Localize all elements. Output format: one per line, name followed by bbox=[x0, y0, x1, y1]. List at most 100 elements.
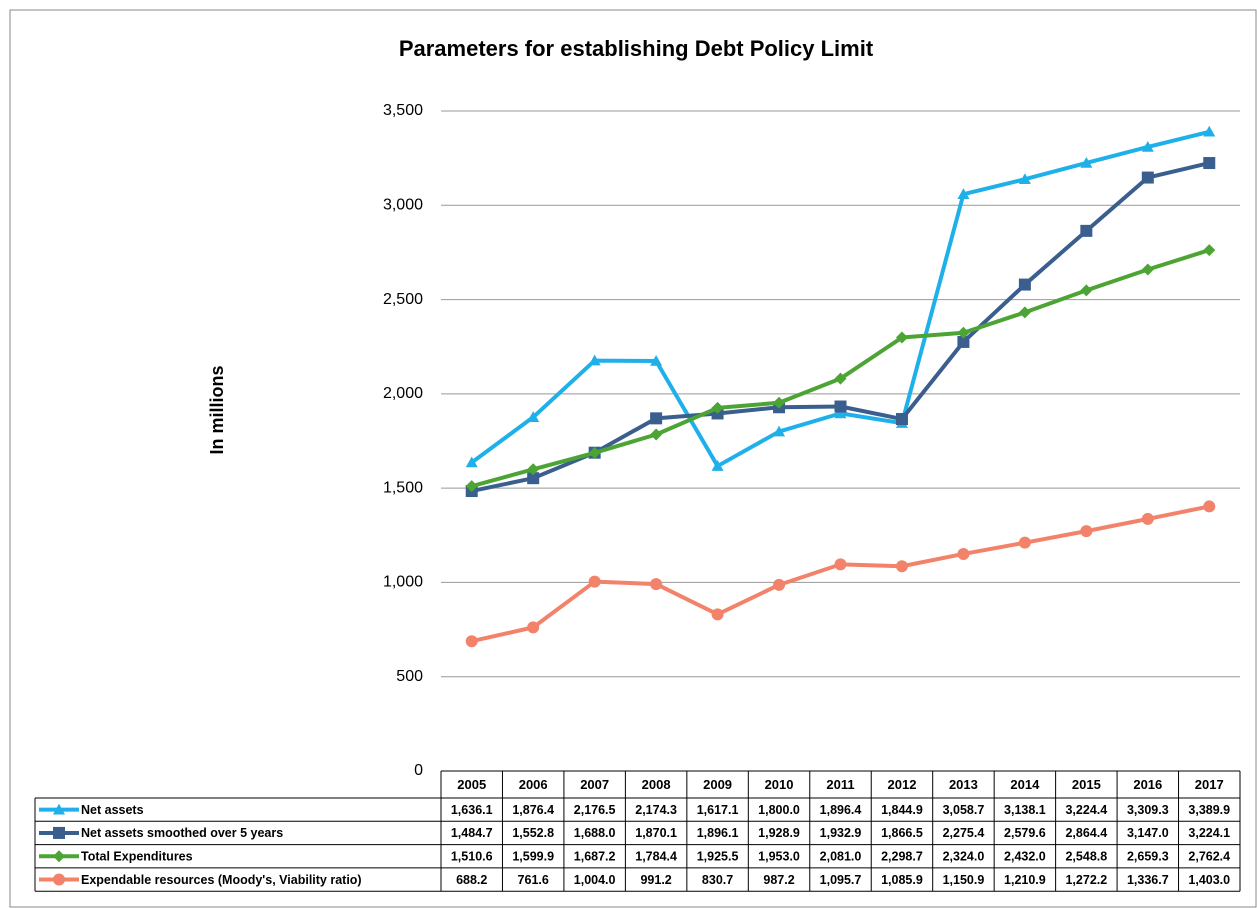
data-table-value: 761.6 bbox=[518, 873, 549, 887]
x-tick-label: 2011 bbox=[826, 777, 854, 792]
marker bbox=[957, 335, 970, 348]
y-tick-label: 0 bbox=[414, 762, 423, 779]
data-table-value: 1,095.7 bbox=[820, 873, 862, 887]
data-table-value: 1,552.8 bbox=[512, 826, 554, 840]
data-table-value: 2,432.0 bbox=[1004, 850, 1046, 864]
marker bbox=[650, 578, 663, 591]
marker bbox=[773, 578, 786, 591]
data-table-value: 3,309.3 bbox=[1127, 803, 1169, 817]
data-table-value: 3,138.1 bbox=[1004, 803, 1046, 817]
legend-label: Total Expenditures bbox=[81, 850, 193, 864]
marker bbox=[773, 396, 786, 409]
data-table-value: 2,762.4 bbox=[1188, 850, 1230, 864]
marker bbox=[1080, 156, 1093, 168]
marker bbox=[650, 354, 663, 366]
data-table-value: 1,876.4 bbox=[512, 803, 554, 817]
marker bbox=[527, 411, 540, 422]
data-table-value: 2,864.4 bbox=[1065, 826, 1107, 840]
marker bbox=[527, 621, 540, 634]
x-tick-label: 2007 bbox=[580, 777, 609, 792]
y-tick-label: 3,000 bbox=[383, 197, 423, 214]
marker bbox=[1080, 284, 1093, 297]
y-tick-label: 1,000 bbox=[383, 574, 423, 591]
x-tick-label: 2012 bbox=[888, 777, 917, 792]
marker bbox=[773, 425, 786, 437]
legend-label: Expendable resources (Moody's, Viability… bbox=[81, 873, 362, 887]
data-table-value: 1,403.0 bbox=[1188, 873, 1230, 887]
data-table-value: 688.2 bbox=[456, 873, 487, 887]
marker bbox=[650, 428, 663, 441]
marker bbox=[834, 407, 847, 419]
legend-label: Net assets smoothed over 5 years bbox=[81, 826, 283, 840]
marker bbox=[588, 354, 601, 366]
legend-marker bbox=[53, 873, 65, 886]
data-table-value: 2,081.0 bbox=[820, 850, 862, 864]
x-tick-label: 2015 bbox=[1072, 777, 1101, 792]
data-table-value: 1,896.1 bbox=[697, 826, 739, 840]
marker bbox=[1203, 244, 1216, 257]
marker bbox=[465, 480, 478, 493]
data-table-value: 1,336.7 bbox=[1127, 873, 1169, 887]
data-table-value: 1,272.2 bbox=[1065, 873, 1107, 887]
marker bbox=[1203, 500, 1216, 513]
data-table-value: 1,896.4 bbox=[820, 803, 862, 817]
marker bbox=[1018, 536, 1031, 549]
x-tick-label: 2009 bbox=[703, 777, 732, 792]
data-table-value: 1,866.5 bbox=[881, 826, 923, 840]
x-tick-label: 2008 bbox=[642, 777, 671, 792]
data-table-value: 1,688.0 bbox=[574, 826, 616, 840]
marker bbox=[711, 401, 724, 414]
marker bbox=[1141, 263, 1154, 276]
data-table-value: 1,925.5 bbox=[697, 850, 739, 864]
y-tick-label: 2,500 bbox=[383, 291, 423, 308]
x-tick-label: 2013 bbox=[949, 777, 978, 792]
y-axis-label: In millions bbox=[207, 365, 227, 454]
x-tick-label: 2016 bbox=[1133, 777, 1162, 792]
data-table-value: 1,004.0 bbox=[574, 873, 616, 887]
chart-title: Parameters for establishing Debt Policy … bbox=[399, 36, 874, 61]
marker bbox=[895, 560, 908, 573]
x-tick-label: 2005 bbox=[457, 777, 486, 792]
y-tick-label: 1,500 bbox=[383, 479, 423, 496]
data-table-value: 1,687.2 bbox=[574, 850, 616, 864]
marker bbox=[1203, 125, 1216, 137]
data-table-value: 2,174.3 bbox=[635, 803, 677, 817]
marker bbox=[1141, 512, 1154, 525]
data-table-value: 2,659.3 bbox=[1127, 850, 1169, 864]
x-tick-label: 2017 bbox=[1195, 777, 1224, 792]
marker bbox=[588, 575, 601, 588]
y-tick-label: 3,500 bbox=[383, 102, 423, 119]
marker bbox=[1018, 278, 1031, 291]
data-table-value: 1,953.0 bbox=[758, 850, 800, 864]
marker bbox=[588, 446, 601, 459]
marker bbox=[895, 413, 908, 426]
data-table-value: 1,870.1 bbox=[635, 826, 677, 840]
data-table-value: 2,275.4 bbox=[943, 826, 985, 840]
data-table-value: 1,599.9 bbox=[512, 850, 554, 864]
marker bbox=[527, 472, 540, 485]
chart-frame bbox=[9, 9, 1257, 908]
data-table-value: 1,510.6 bbox=[451, 850, 493, 864]
data-table-value: 2,579.6 bbox=[1004, 826, 1046, 840]
legend-marker bbox=[53, 803, 65, 815]
data-table-value: 991.2 bbox=[640, 873, 671, 887]
data-table-value: 2,176.5 bbox=[574, 803, 616, 817]
data-table-value: 1,210.9 bbox=[1004, 873, 1046, 887]
x-tick-label: 2010 bbox=[765, 777, 794, 792]
marker bbox=[834, 558, 847, 571]
data-table-value: 2,548.8 bbox=[1065, 850, 1107, 864]
data-table-value: 3,147.0 bbox=[1127, 826, 1169, 840]
marker bbox=[1018, 306, 1031, 319]
marker bbox=[711, 608, 724, 621]
marker bbox=[1018, 173, 1031, 185]
data-table-value: 2,298.7 bbox=[881, 850, 923, 864]
marker bbox=[465, 456, 478, 468]
data-table-value: 1,636.1 bbox=[451, 803, 493, 817]
marker bbox=[1141, 140, 1154, 152]
marker bbox=[834, 372, 847, 385]
marker bbox=[527, 463, 540, 476]
data-table-value: 1,484.7 bbox=[451, 826, 493, 840]
marker bbox=[650, 412, 663, 425]
